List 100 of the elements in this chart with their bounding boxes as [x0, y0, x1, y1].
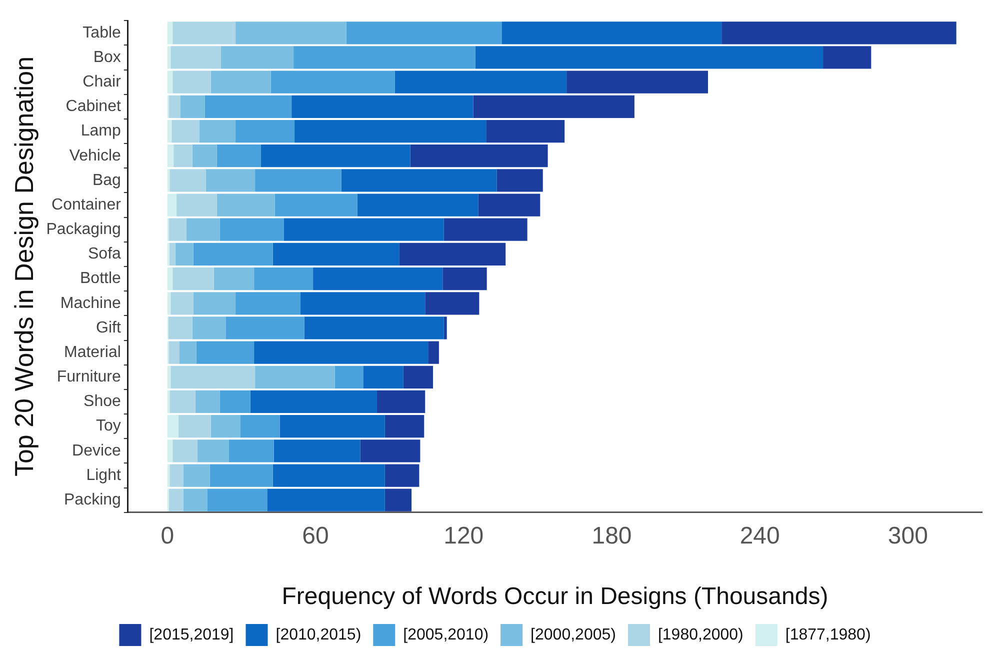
- bar: [270, 70, 395, 94]
- bar: [228, 440, 274, 462]
- bar: [294, 46, 476, 69]
- y-axis-title: Top 20 Words in Design Designation: [8, 56, 39, 477]
- bar: [210, 70, 271, 94]
- bar: [167, 194, 177, 216]
- y-tick-label: Chair: [82, 73, 122, 90]
- bar: [255, 169, 342, 192]
- y-tick-label: Packaging: [46, 221, 121, 238]
- bar: [180, 341, 196, 364]
- bar: [478, 194, 540, 216]
- legend-label: [2010,2015): [276, 626, 362, 644]
- y-tick-label: Bag: [92, 172, 121, 189]
- legend-label: [1980,2000): [658, 626, 744, 644]
- bar: [292, 95, 474, 118]
- bar: [167, 440, 173, 462]
- bar: [823, 46, 872, 69]
- bar: [167, 144, 174, 168]
- bar: [210, 415, 240, 438]
- bar: [168, 218, 186, 241]
- x-tick-label: 120: [444, 522, 484, 550]
- bar: [183, 488, 208, 512]
- bar: [167, 22, 173, 44]
- bar: [357, 194, 478, 216]
- y-tick-label: Shoe: [84, 393, 122, 410]
- y-tick-label: Lamp: [80, 122, 122, 140]
- legend-label: [1877,1980): [785, 626, 871, 644]
- y-tick-label: Cabinet: [66, 98, 122, 116]
- bar: [216, 194, 275, 216]
- bar: [186, 218, 220, 241]
- bar: [167, 120, 172, 143]
- bar: [284, 218, 444, 241]
- bar: [220, 46, 294, 69]
- bar: [180, 95, 205, 118]
- bar: [167, 169, 170, 192]
- bar: [167, 70, 173, 94]
- bar: [170, 464, 184, 487]
- y-tick-label: Box: [93, 48, 121, 66]
- bar: [207, 488, 268, 512]
- bar: [722, 22, 956, 44]
- y-tick-label: Packing: [64, 492, 121, 509]
- bar: [172, 120, 200, 143]
- bar: [176, 242, 194, 266]
- bar: [193, 292, 236, 315]
- bar: [167, 464, 170, 487]
- y-tick-label: Gift: [96, 319, 122, 336]
- bar: [167, 366, 171, 388]
- bar: [168, 341, 180, 364]
- bar: [376, 390, 426, 414]
- bar: [254, 267, 314, 290]
- bar: [304, 316, 444, 340]
- bar: [197, 440, 229, 462]
- bar: [428, 341, 439, 364]
- bar: [167, 292, 171, 315]
- bar: [363, 366, 404, 388]
- bar: [254, 341, 428, 364]
- bar: [394, 70, 567, 94]
- bar: [496, 169, 543, 192]
- bar: [216, 144, 261, 168]
- y-tick-label: Vehicle: [69, 147, 122, 164]
- bar: [502, 22, 722, 44]
- bar: [167, 390, 170, 414]
- bar: [272, 464, 385, 487]
- bar: [240, 415, 280, 438]
- bar: [168, 488, 184, 512]
- bar: [192, 316, 226, 340]
- bar: [566, 70, 708, 94]
- bar: [399, 242, 506, 266]
- bar: [167, 267, 173, 290]
- bar: [170, 366, 256, 388]
- bar: [267, 488, 385, 512]
- y-tick-label: Machine: [60, 294, 122, 312]
- bar: [193, 242, 273, 266]
- y-tick-label: Device: [72, 442, 122, 460]
- bar: [280, 415, 385, 438]
- bar: [300, 292, 426, 315]
- bar: [260, 144, 410, 168]
- bar: [425, 292, 480, 315]
- bar: [195, 390, 220, 414]
- bar: [169, 242, 176, 266]
- bar: [214, 267, 254, 290]
- bar: [170, 169, 206, 192]
- bar: [167, 415, 179, 438]
- bar: [210, 464, 273, 487]
- y-tick-label: Toy: [96, 418, 121, 435]
- legend-label: [2015,2019]: [149, 626, 234, 644]
- bar: [410, 144, 548, 168]
- bar: [170, 46, 221, 69]
- bar: [236, 22, 346, 44]
- y-tick-label: Sofa: [88, 246, 122, 263]
- bar: [250, 390, 377, 414]
- bar: [442, 267, 487, 290]
- x-tick-label: 300: [888, 522, 928, 550]
- x-axis-title: Frequency of Words Occur in Designs (Thousands): [282, 583, 828, 610]
- legend-label: [2005,2010): [403, 626, 489, 644]
- y-tick-label: Material: [64, 344, 121, 361]
- bar: [403, 366, 434, 388]
- bar: [473, 95, 634, 118]
- bar: [475, 46, 824, 69]
- bar: [168, 95, 180, 118]
